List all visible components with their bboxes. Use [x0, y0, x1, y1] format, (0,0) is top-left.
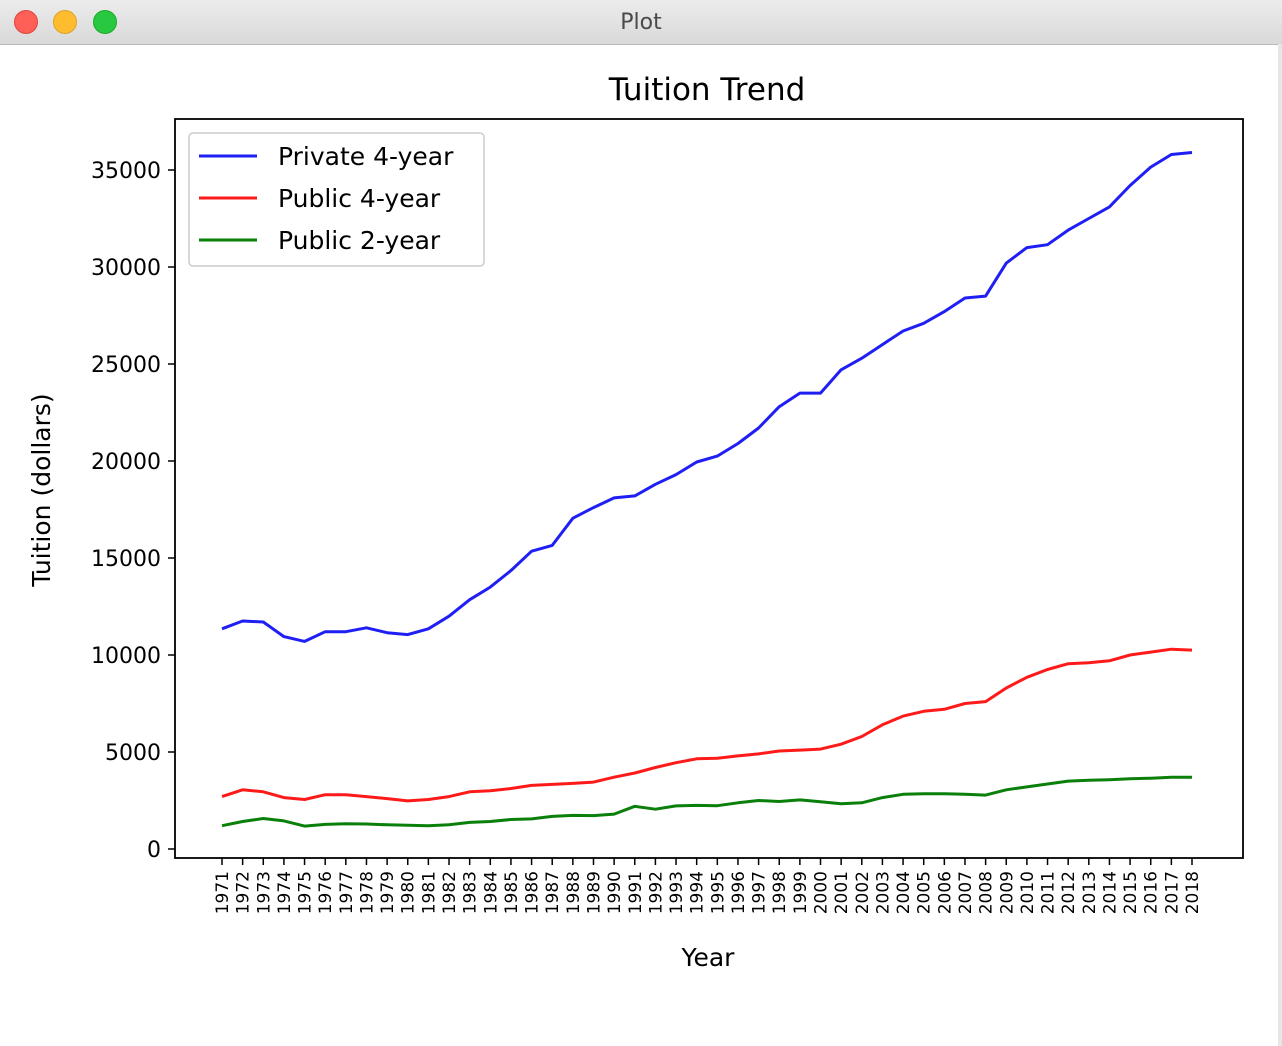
legend-entry-label: Public 2-year — [278, 226, 441, 255]
x-tick-label: 1983 — [461, 871, 481, 914]
y-tick-label: 5000 — [105, 741, 161, 766]
y-axis-label: Tuition (dollars) — [27, 393, 56, 587]
x-tick-label: 2016 — [1142, 871, 1162, 914]
x-tick-label: 1975 — [296, 871, 316, 914]
chart-title: Tuition Trend — [608, 72, 806, 108]
title-bar: Plot — [0, 0, 1282, 45]
x-tick-label: 1994 — [688, 871, 708, 914]
x-tick-label: 1976 — [316, 871, 336, 914]
x-tick-label: 1987 — [543, 871, 563, 914]
x-tick-label: 1990 — [605, 871, 625, 914]
x-tick-label: 2007 — [956, 871, 976, 914]
window-title: Plot — [620, 10, 662, 35]
y-tick-label: 20000 — [91, 450, 161, 475]
x-axis-label: Year — [681, 943, 736, 972]
x-tick-label: 1977 — [337, 871, 357, 914]
legend-entry-label: Public 4-year — [278, 184, 441, 213]
x-tick-label: 1973 — [254, 871, 274, 914]
y-tick-label: 0 — [147, 838, 161, 863]
x-tick-label: 2015 — [1121, 871, 1141, 914]
x-tick-label: 2006 — [935, 871, 955, 914]
y-tick-label: 30000 — [91, 256, 161, 281]
x-tick-label: 2017 — [1162, 871, 1182, 914]
x-tick-label: 2018 — [1183, 871, 1203, 914]
x-tick-label: 1996 — [729, 871, 749, 914]
x-tick-label: 2004 — [894, 871, 914, 914]
x-tick-label: 1991 — [626, 871, 646, 914]
x-tick-label: 1979 — [378, 871, 398, 914]
x-tick-label: 2010 — [1018, 871, 1038, 914]
y-tick-label: 10000 — [91, 644, 161, 669]
x-tick-label: 2008 — [977, 871, 997, 914]
x-tick-label: 1989 — [584, 871, 604, 914]
legend: Private 4-year Public 4-year Public 2-year — [188, 132, 485, 267]
window-edge — [1278, 44, 1282, 1046]
x-tick-label: 1986 — [523, 871, 543, 914]
close-window-button[interactable] — [14, 10, 38, 34]
x-tick-label: 1972 — [234, 871, 254, 914]
x-tick-label: 1978 — [357, 871, 377, 914]
x-tick-label: 1974 — [275, 871, 295, 914]
x-tick-label: 1981 — [419, 871, 439, 914]
x-tick-label: 1984 — [481, 871, 501, 914]
x-tick-label: 2011 — [1039, 871, 1059, 914]
x-tick-label: 2002 — [853, 871, 873, 914]
x-tick-label: 1993 — [667, 871, 687, 914]
x-tick-label: 1985 — [502, 871, 522, 914]
x-tick-label: 1997 — [750, 871, 770, 914]
x-tick-label: 1998 — [770, 871, 790, 914]
legend-entry-label: Private 4-year — [278, 142, 454, 171]
y-tick-label: 15000 — [91, 547, 161, 572]
series-line-public-2-year — [221, 775, 1192, 828]
series-line-private-4-year — [221, 151, 1193, 643]
x-tick-label: 1999 — [791, 871, 811, 914]
y-tick-label: 35000 — [91, 159, 161, 184]
minimize-window-button[interactable] — [53, 10, 77, 34]
legend-box — [188, 132, 485, 267]
x-tick-label: 1988 — [564, 871, 584, 914]
x-tick-label: 2012 — [1059, 871, 1079, 914]
line-chart: Tuition Trend 0 5000 10000 15000 20000 25000 3… — [27, 72, 1244, 972]
x-tick-label: 2003 — [873, 871, 893, 914]
x-tick-label: 1982 — [440, 871, 460, 914]
x-tick-label: 2009 — [997, 871, 1017, 914]
zoom-window-button[interactable] — [93, 10, 117, 34]
x-tick-label: 2000 — [812, 871, 832, 914]
x-tick-label: 2014 — [1100, 871, 1120, 914]
x-tick-label: 2013 — [1080, 871, 1100, 914]
y-tick-label: 25000 — [91, 353, 161, 378]
x-tick-label: 2005 — [915, 871, 935, 914]
series-line-public-4-year — [221, 647, 1193, 803]
x-tick-label: 1971 — [213, 871, 233, 914]
x-tick-label: 1992 — [646, 871, 666, 914]
x-tick-label: 1995 — [708, 871, 728, 914]
x-tick-label: 2001 — [832, 871, 852, 914]
x-tick-label: 1980 — [399, 871, 419, 914]
